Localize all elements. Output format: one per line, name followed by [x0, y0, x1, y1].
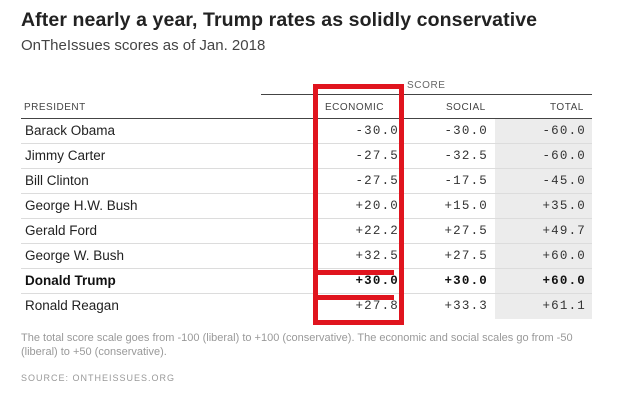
social-score: +15.0: [444, 199, 488, 213]
column-header-president: PRESIDENT: [24, 102, 86, 113]
economic-score: -27.5: [355, 149, 399, 163]
president-name: Jimmy Carter: [25, 148, 106, 163]
table-row-highlighted: Donald Trump +30.0 +30.0 +60.0: [21, 269, 592, 294]
header-rule: [21, 118, 592, 119]
economic-score: +20.0: [355, 199, 399, 213]
total-score: -45.0: [542, 174, 586, 188]
table-row: George H.W. Bush +20.0 +15.0 +35.0: [21, 194, 592, 219]
total-score: +35.0: [542, 199, 586, 213]
total-score: -60.0: [542, 149, 586, 163]
president-name: George W. Bush: [25, 248, 125, 263]
social-score: +27.5: [444, 249, 488, 263]
table-row: Barack Obama -30.0 -30.0 -60.0: [21, 119, 592, 144]
social-score: -30.0: [444, 124, 488, 138]
total-score: +60.0: [542, 274, 586, 288]
column-header-total: TOTAL: [550, 102, 584, 113]
president-name: Barack Obama: [25, 123, 116, 138]
source-credit: SOURCE: ONTHEISSUES.ORG: [21, 373, 176, 383]
total-score: +60.0: [542, 249, 586, 263]
social-score: +33.3: [444, 299, 488, 313]
table-body: Barack Obama -30.0 -30.0 -60.0 Jimmy Car…: [21, 119, 592, 318]
total-score: +49.7: [542, 224, 586, 238]
chart-title: After nearly a year, Trump rates as soli…: [21, 9, 538, 31]
total-score: +61.1: [542, 299, 586, 313]
economic-score: -27.5: [355, 174, 399, 188]
president-name: Ronald Reagan: [25, 298, 119, 313]
economic-score: +32.5: [355, 249, 399, 263]
table-row: George W. Bush +32.5 +27.5 +60.0: [21, 244, 592, 269]
column-header-economic: ECONOMIC: [325, 102, 384, 113]
score-group-header: SCORE: [407, 80, 446, 91]
president-name: Donald Trump: [25, 273, 116, 288]
economic-score: +30.0: [355, 274, 399, 288]
social-score: -17.5: [444, 174, 488, 188]
president-name: George H.W. Bush: [25, 198, 138, 213]
trump-economic-highlight-box: [313, 270, 394, 300]
social-score: +30.0: [444, 274, 488, 288]
table-row: Ronald Reagan +27.8 +33.3 +61.1: [21, 294, 592, 318]
score-group-rule: [261, 94, 592, 95]
economic-score: +22.2: [355, 224, 399, 238]
table-row: Jimmy Carter -27.5 -32.5 -60.0: [21, 144, 592, 169]
table-row: Bill Clinton -27.5 -17.5 -45.0: [21, 169, 592, 194]
column-header-social: SOCIAL: [446, 102, 486, 113]
economic-score: +27.8: [355, 299, 399, 313]
economic-column-highlight-box: [313, 84, 404, 325]
scale-note: The total score scale goes from -100 (li…: [21, 332, 573, 358]
economic-score: -30.0: [355, 124, 399, 138]
total-score: -60.0: [542, 124, 586, 138]
table-row: Gerald Ford +22.2 +27.5 +49.7: [21, 219, 592, 244]
president-name: Bill Clinton: [25, 173, 89, 188]
chart-subtitle: OnTheIssues scores as of Jan. 2018: [21, 37, 266, 54]
president-name: Gerald Ford: [25, 223, 98, 238]
social-score: +27.5: [444, 224, 488, 238]
social-score: -32.5: [444, 149, 488, 163]
total-column-shading: [495, 119, 592, 319]
